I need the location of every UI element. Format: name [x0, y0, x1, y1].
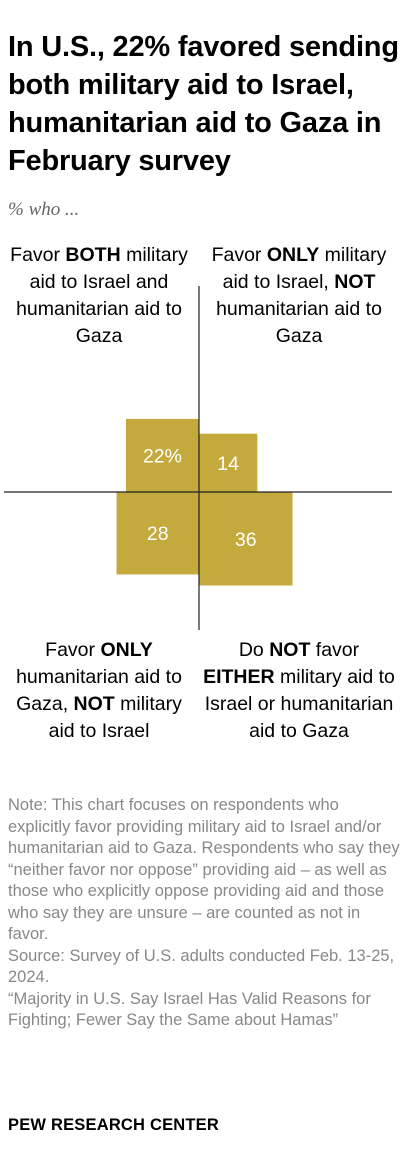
- value-label-both: 22%: [143, 445, 182, 467]
- quadrant-square-both: [125, 418, 199, 492]
- value-label-neither: 36: [235, 529, 257, 551]
- brand-label: PEW RESEARCH CENTER: [8, 1116, 219, 1134]
- chart-subtitle: % who ...: [8, 199, 80, 220]
- source-text: Source: Survey of U.S. adults conducted …: [8, 946, 395, 987]
- quadrant-label-bottom-right: Do NOT favor EITHER military aid to Isra…: [203, 639, 395, 742]
- report-title-text: “Majority in U.S. Say Israel Has Valid R…: [8, 989, 371, 1030]
- quadrant-chart: 22% 14 28 36: [4, 286, 392, 630]
- quadrant-square-only-israel: [199, 433, 258, 492]
- value-label-only-israel: 14: [217, 453, 239, 475]
- quadrant-label-bottom-left: Favor ONLY humanitarian aid to Gaza, NOT…: [16, 639, 182, 742]
- quadrant-square-neither: [199, 492, 293, 586]
- note-text: Note: This chart focuses on respondents …: [8, 796, 400, 943]
- chart-title: In U.S., 22% favored sending both milita…: [8, 31, 399, 177]
- quadrant-label-top-left: Favor BOTH military aid to Israel and hu…: [10, 244, 188, 347]
- quadrant-square-only-gaza: [116, 492, 199, 575]
- quadrant-label-top-right: Favor ONLY military aid to Israel, NOT h…: [211, 244, 387, 347]
- value-label-only-gaza: 28: [147, 523, 169, 545]
- chart-notes: Note: This chart focuses on respondents …: [8, 795, 400, 1032]
